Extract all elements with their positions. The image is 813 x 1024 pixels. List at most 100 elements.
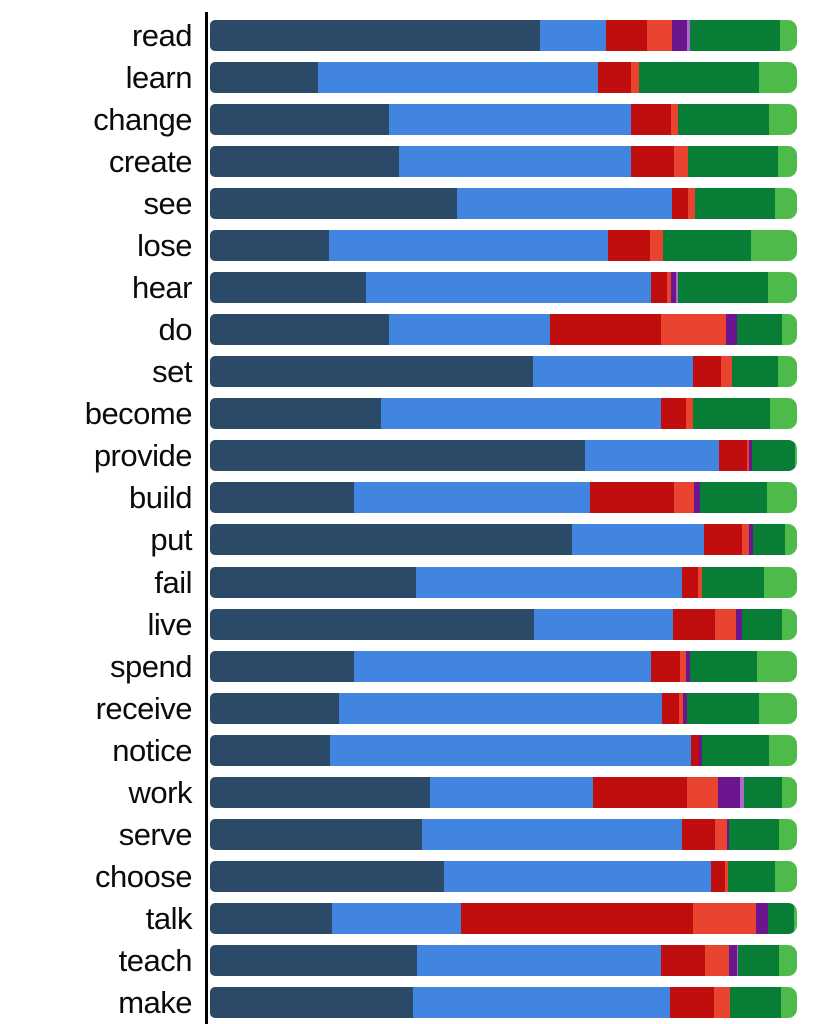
- bar-segment-dark-red: [661, 398, 687, 430]
- bar-segment-dark-green: [738, 945, 780, 977]
- bar-segment-dark-red: [593, 776, 687, 808]
- bar-segment-light-green: [775, 861, 797, 893]
- chart-row: live: [0, 603, 813, 645]
- bar-segment-blue: [381, 398, 662, 430]
- row-plot-area: [206, 771, 813, 813]
- stacked-bar-become: [210, 398, 797, 430]
- chart-row: choose: [0, 856, 813, 898]
- bar-segment-orange-red: [692, 903, 757, 935]
- bar-segment-dark-green: [752, 524, 786, 556]
- stacked-bar-change: [210, 103, 797, 135]
- stacked-bar-talk: [210, 903, 797, 935]
- bar-segment-dark-purple: [717, 776, 741, 808]
- row-label-provide: provide: [93, 438, 193, 474]
- bar-segment-blue: [399, 145, 632, 177]
- bar-segment-dark-purple: [756, 903, 769, 935]
- stacked-bar-serve: [210, 819, 797, 851]
- bar-segment-light-green: [764, 566, 797, 598]
- bar-segment-orange-red: [688, 187, 695, 219]
- bar-segment-orange-red: [705, 945, 730, 977]
- bar-segment-dark-navy: [210, 734, 331, 766]
- bar-segment-dark-green: [686, 692, 760, 724]
- bar-segment-dark-red: [660, 945, 706, 977]
- bar-segment-blue: [332, 903, 461, 935]
- chart-row: notice: [0, 729, 813, 771]
- stacked-bar-put: [210, 524, 797, 556]
- bar-segment-dark-red: [718, 440, 748, 472]
- bar-segment-light-violet: [687, 19, 691, 51]
- row-plot-area: [206, 224, 813, 266]
- bar-segment-blue: [430, 776, 594, 808]
- bar-segment-dark-red: [681, 566, 698, 598]
- bar-segment-dark-navy: [210, 608, 535, 640]
- chart-row: work: [0, 771, 813, 813]
- row-label-do: do: [158, 312, 193, 348]
- bar-segment-dark-purple: [726, 819, 729, 851]
- bar-segment-orange-red: [742, 524, 749, 556]
- bar-segment-dark-green: [694, 187, 776, 219]
- row-plot-area: [206, 687, 813, 729]
- bar-segment-dark-navy: [210, 314, 390, 346]
- bar-segment-dark-navy: [210, 987, 413, 1019]
- chart-row: do: [0, 309, 813, 351]
- stacked-bar-build: [210, 482, 797, 514]
- bar-segment-dark-navy: [210, 440, 585, 472]
- bar-segment-blue: [416, 566, 682, 598]
- bar-segment-dark-navy: [210, 819, 423, 851]
- bar-segment-dark-purple: [748, 440, 752, 472]
- chart-row: become: [0, 393, 813, 435]
- bar-segment-light-green: [781, 314, 797, 346]
- chart-rows: read learn change create see lose hear do set bec…: [0, 14, 813, 1024]
- bar-segment-light-green: [769, 734, 797, 766]
- row-label-talk: talk: [145, 901, 193, 937]
- bar-segment-light-green: [780, 987, 797, 1019]
- bar-segment-dark-green: [731, 356, 779, 388]
- row-plot-area: [206, 266, 813, 308]
- row-plot-area: [206, 645, 813, 687]
- row-plot-area: [206, 309, 813, 351]
- bar-segment-light-green: [767, 272, 797, 303]
- bar-segment-dark-green: [693, 398, 770, 430]
- row-label-fail: fail: [154, 564, 192, 600]
- bar-segment-dark-red: [650, 272, 667, 303]
- bar-segment-light-violet: [676, 272, 678, 303]
- bar-segment-orange-red: [671, 103, 678, 135]
- chart-row: put: [0, 519, 813, 561]
- stacked-bar-fail: [210, 566, 797, 598]
- stacked-bar-notice: [210, 734, 797, 766]
- bar-segment-dark-navy: [210, 776, 431, 808]
- bar-segment-blue: [354, 650, 651, 682]
- bar-segment-light-violet: [736, 945, 739, 977]
- bar-segment-orange-red: [679, 650, 687, 682]
- bar-segment-dark-green: [699, 482, 768, 514]
- row-label-read: read: [131, 17, 193, 53]
- row-label-choose: choose: [95, 859, 192, 895]
- row-plot-area: [206, 477, 813, 519]
- chart-row: fail: [0, 561, 813, 603]
- bar-segment-dark-purple: [694, 482, 700, 514]
- row-plot-area: [206, 56, 813, 98]
- bar-segment-light-violet: [740, 776, 745, 808]
- stacked-bar-make: [210, 987, 797, 1019]
- bar-segment-blue: [365, 272, 651, 303]
- bar-segment-dark-green: [768, 903, 795, 935]
- bar-segment-blue: [417, 945, 661, 977]
- row-label-teach: teach: [118, 943, 193, 979]
- bar-segment-orange-red: [673, 145, 688, 177]
- bar-segment-dark-red: [549, 314, 662, 346]
- row-plot-area: [206, 14, 813, 56]
- bar-segment-light-green: [782, 608, 797, 640]
- bar-segment-orange-red: [631, 61, 640, 93]
- stacked-bar-teach: [210, 945, 797, 977]
- bar-segment-dark-red: [661, 692, 679, 724]
- bar-segment-orange-red: [661, 314, 726, 346]
- bar-segment-light-green: [768, 103, 797, 135]
- bar-segment-orange-red: [646, 19, 672, 51]
- stacked-bar-create: [210, 145, 797, 177]
- bar-segment-dark-navy: [210, 61, 318, 93]
- bar-segment-light-green: [757, 650, 797, 682]
- chart-row: read: [0, 14, 813, 56]
- row-plot-area: [206, 393, 813, 435]
- bar-segment-blue: [532, 356, 693, 388]
